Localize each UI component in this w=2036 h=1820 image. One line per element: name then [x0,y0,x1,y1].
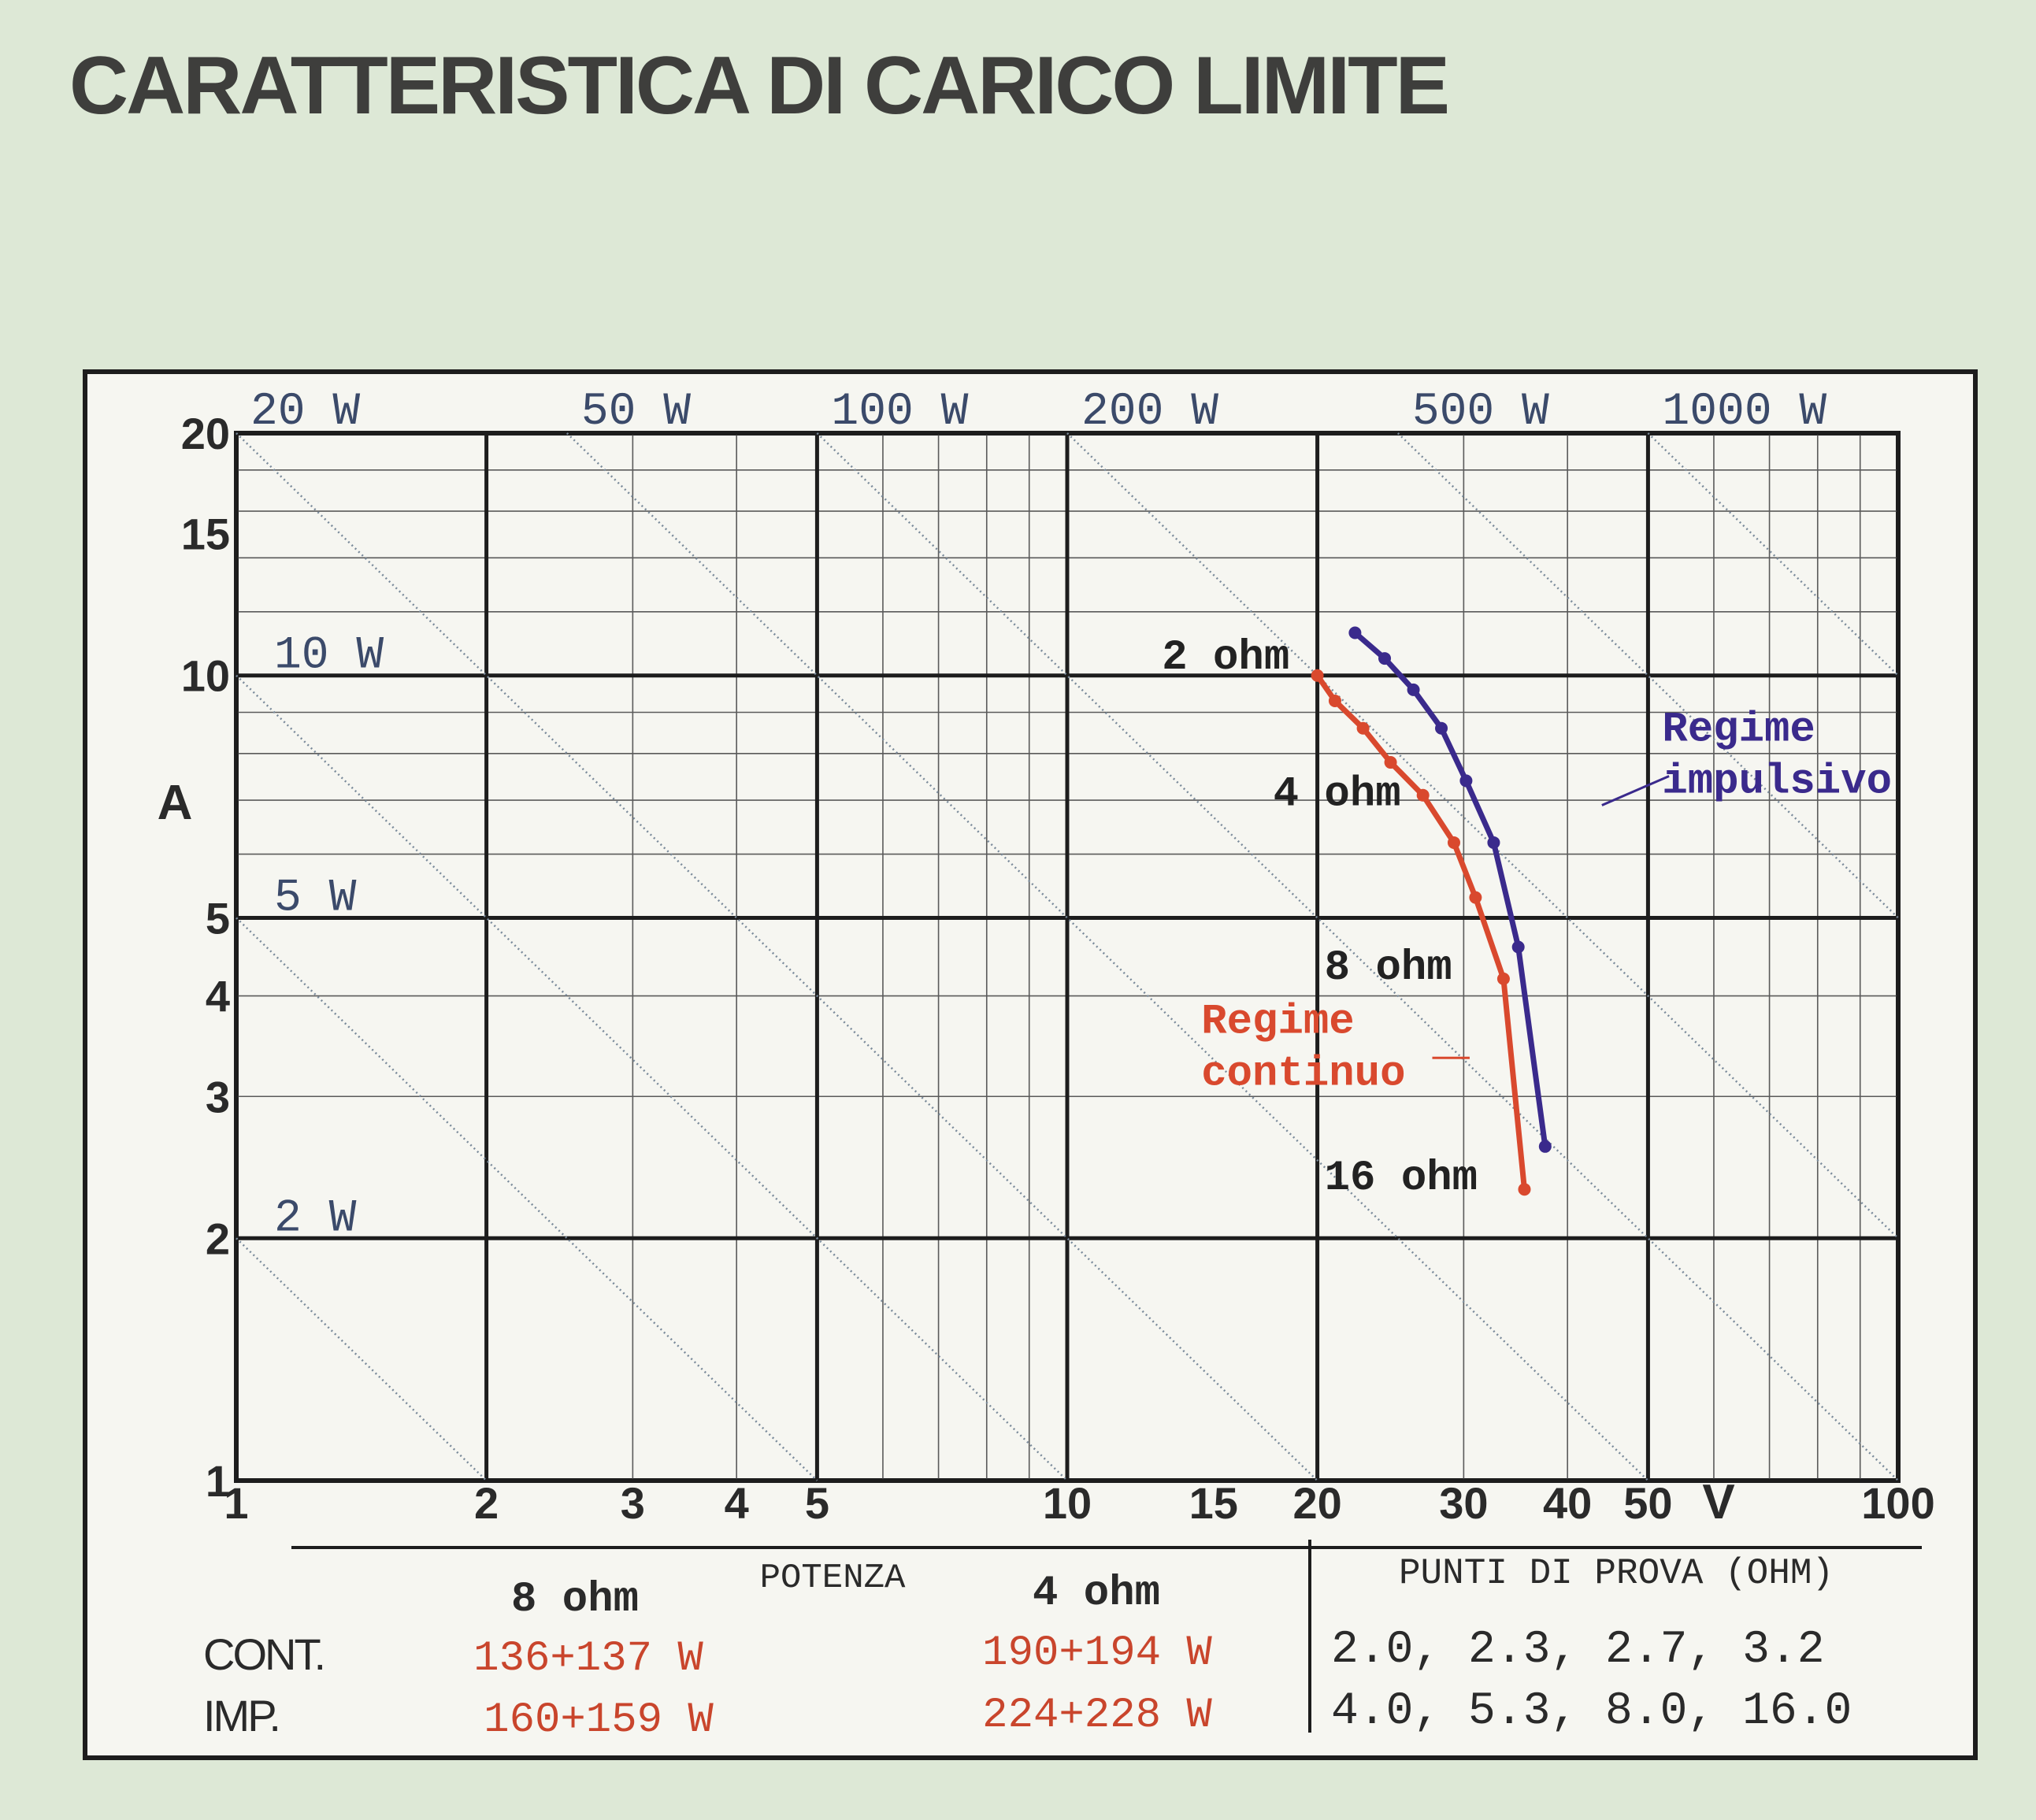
impedance-label: 16 ohm [1325,1155,1478,1203]
y-tick-label: 2 [206,1214,230,1263]
power-line-label: 500 W [1412,387,1549,438]
power-line-label: 2 W [274,1193,357,1244]
series-label: continuo [1201,1050,1405,1098]
y-tick-label: 5 [206,893,230,943]
major-grid [234,431,1901,1483]
x-axis-label: V [1702,1475,1734,1529]
data-point [1518,1183,1531,1196]
x-axis-ticks: 1 2 3 4 5 10 15 20 30 40 50 100 [224,1478,1934,1528]
power-line [235,432,1318,1481]
data-point [1356,721,1370,735]
data-point [1378,652,1392,665]
y-tick-label: 10 [181,651,230,701]
power-line [1066,432,1899,1240]
series-label: Regime [1662,706,1815,754]
impedance-label: 8 ohm [1325,944,1452,992]
imp-punti-value: 4.0, 5.3, 8.0, 16.0 [1331,1686,1852,1737]
cont-punti-value: 2.0, 2.3, 2.7, 3.2 [1331,1625,1825,1676]
row-label-imp: IMP. [203,1691,279,1740]
table-header-4ohm: 4 ohm [1033,1570,1160,1618]
data-point [1407,683,1420,696]
row-label-cont: CONT. [203,1629,324,1679]
data-point [1511,940,1525,954]
impedance-label: 4 ohm [1274,770,1401,818]
data-point [1459,774,1473,788]
imp-8ohm-value: 160+159 W [484,1696,714,1744]
power-lines [235,432,1899,1481]
data-point [1447,836,1460,849]
page-title: CARATTERISTICA DI CARICO LIMITE [69,40,1450,132]
power-line-label: 20 W [250,387,360,438]
y-tick-label: 20 [181,409,230,458]
power-line [816,432,1899,1481]
x-tick-label: 30 [1439,1478,1488,1528]
x-tick-label: 2 [474,1478,499,1528]
series-layer [1311,626,1552,1196]
x-tick-label: 10 [1043,1478,1092,1528]
x-tick-label: 40 [1543,1478,1592,1528]
power-line-label: 10 W [274,631,384,682]
series-label: Regime [1201,998,1354,1046]
x-tick-label: 3 [621,1478,645,1528]
power-line [566,432,1649,1481]
x-tick-label: 15 [1189,1478,1238,1528]
data-point [1469,891,1482,904]
data-point [1348,626,1362,639]
y-tick-label: 15 [181,510,230,559]
y-tick-label: 4 [206,972,230,1021]
x-tick-label: 5 [805,1478,829,1528]
y-axis-label: A [158,776,193,830]
data-point [1538,1140,1552,1153]
power-line [1647,432,1899,676]
y-tick-label: 1 [206,1456,230,1506]
data-point [1328,694,1341,707]
table-header-8ohm: 8 ohm [511,1576,639,1624]
x-tick-label: 20 [1292,1478,1341,1528]
data-point [1384,756,1397,769]
data-point [1416,788,1430,802]
power-line-label: 1000 W [1662,387,1826,438]
x-tick-label: 1 [224,1478,248,1528]
table-header-punti: PUNTI DI PROVA (OHM) [1399,1553,1834,1594]
leader-line [1601,775,1670,806]
imp-4ohm-value: 224+228 W [982,1692,1212,1740]
data-point [1487,836,1500,849]
power-line [235,1237,488,1481]
x-tick-label: 50 [1623,1478,1672,1528]
power-line-label: 200 W [1081,387,1218,438]
x-tick-label: 100 [1861,1478,1934,1528]
cont-8ohm-value: 136+137 W [473,1635,703,1683]
data-point [1435,721,1448,735]
data-point [1311,669,1324,682]
series-label: impulsivo [1662,758,1892,806]
series-line-impulsivo [1353,630,1548,1147]
power-line [235,674,1068,1481]
bottom-table: 8 ohm POTENZA 4 ohm PUNTI DI PROVA (OHM)… [203,1540,1922,1744]
table-header-potenza: POTENZA [760,1559,906,1598]
data-point [1496,972,1510,985]
power-line-label: 50 W [581,387,691,438]
x-tick-label: 4 [725,1478,749,1528]
y-axis-ticks: 1 2 3 4 5 10 15 20 [181,409,230,1506]
y-tick-label: 3 [206,1072,230,1121]
power-line-label: 5 W [274,873,357,924]
chart-frame [83,369,1978,1760]
impedance-label: 2 ohm [1162,634,1289,682]
power-line-label: 100 W [831,387,968,438]
power-labels: 2 W 5 W 10 W 20 W 50 W 100 W 200 W 500 W 1000 W [250,387,1826,1244]
cont-4ohm-value: 190+194 W [982,1629,1212,1677]
